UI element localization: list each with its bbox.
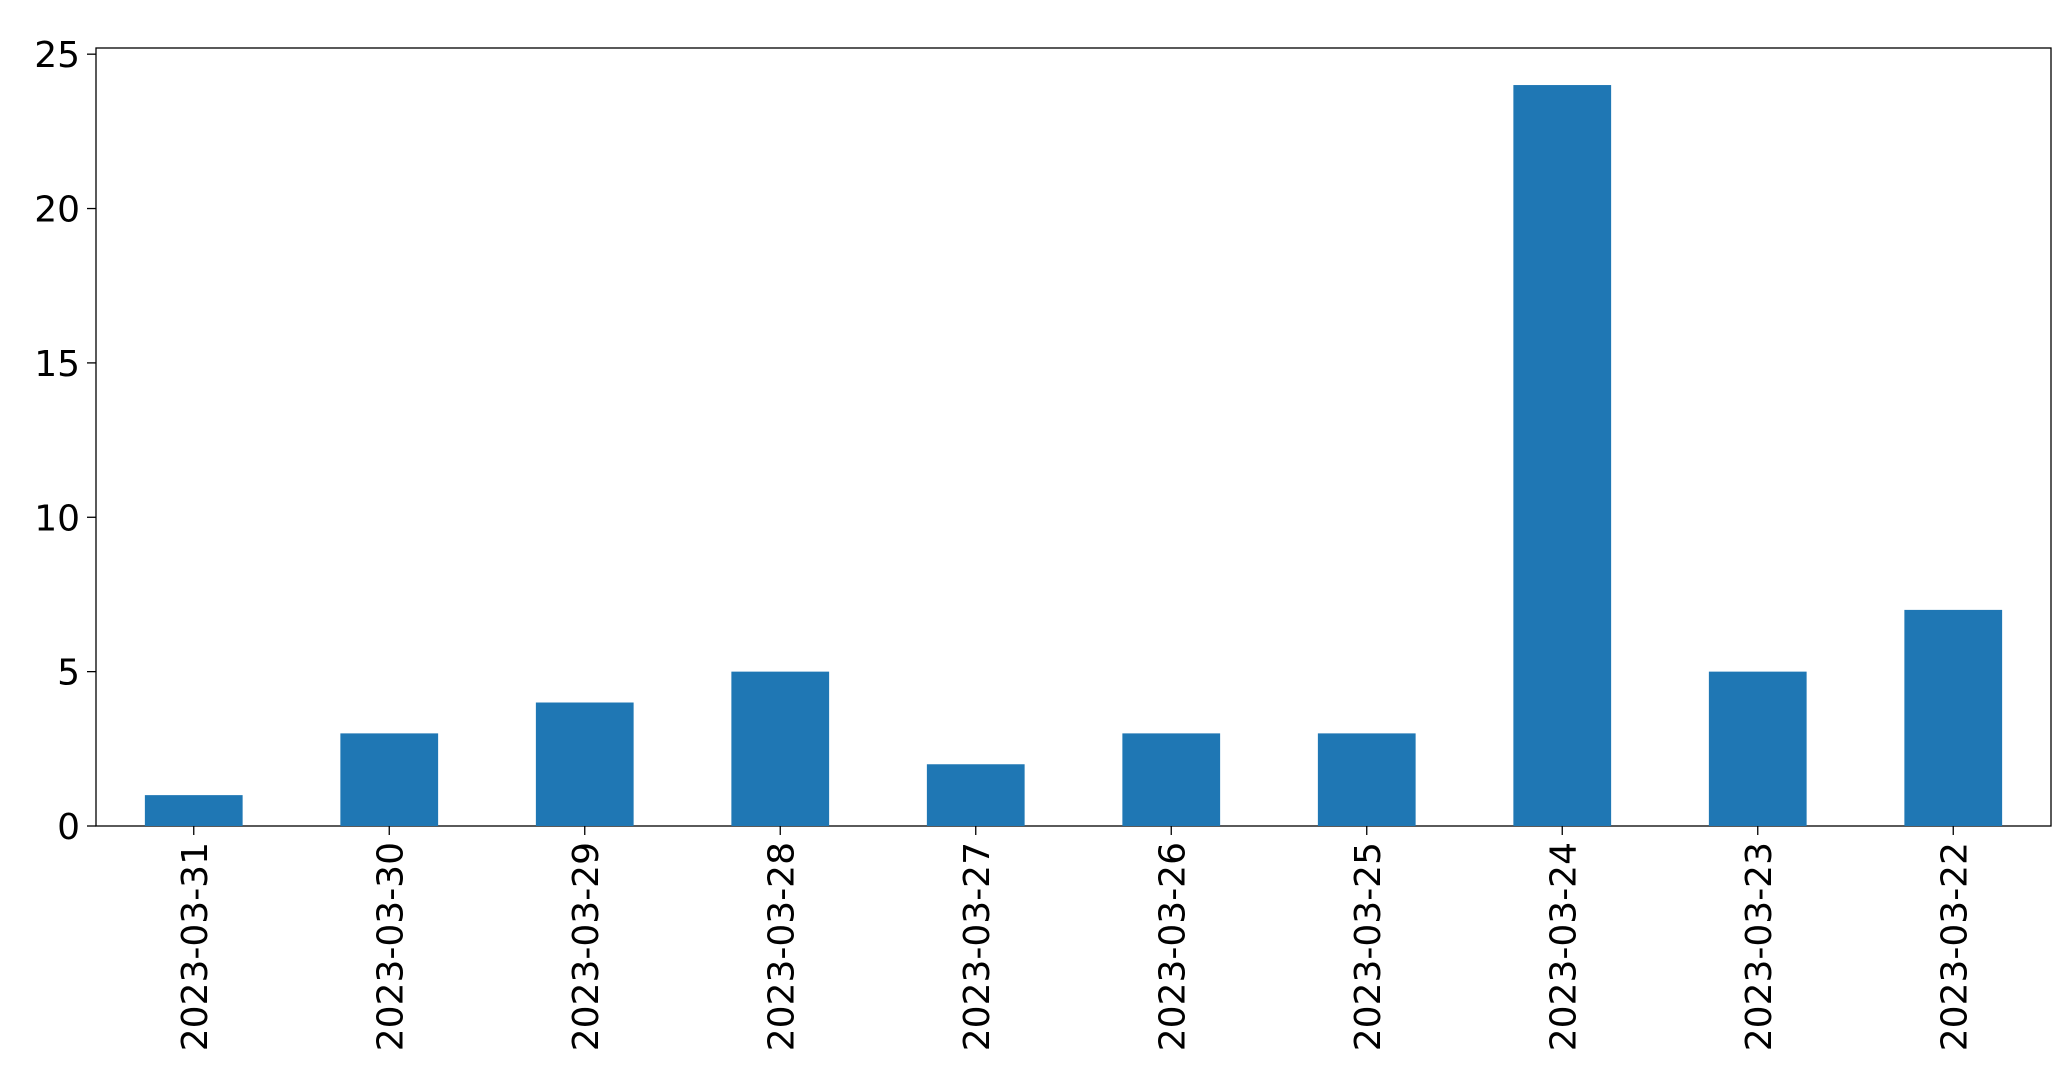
bar bbox=[144, 795, 243, 826]
bar bbox=[1317, 733, 1416, 826]
y-tick-label: 0 bbox=[57, 807, 80, 848]
y-tick-label: 25 bbox=[34, 35, 80, 76]
bar bbox=[926, 764, 1025, 826]
x-tick-label: 2023-03-25 bbox=[1348, 842, 1389, 1051]
y-tick-label: 15 bbox=[34, 344, 80, 385]
x-tick-label: 2023-03-28 bbox=[761, 842, 802, 1051]
x-tick-label: 2023-03-27 bbox=[957, 842, 998, 1051]
bar bbox=[535, 702, 634, 826]
x-tick-label: 2023-03-29 bbox=[566, 842, 607, 1051]
x-tick-label: 2023-03-30 bbox=[370, 842, 411, 1051]
y-tick-label: 5 bbox=[57, 653, 80, 694]
x-tick-label: 2023-03-31 bbox=[175, 842, 216, 1051]
bar bbox=[1708, 671, 1807, 826]
y-tick-label: 20 bbox=[34, 190, 80, 231]
x-tick-label: 2023-03-23 bbox=[1739, 842, 1780, 1051]
bar bbox=[1904, 609, 2003, 826]
y-tick-label: 10 bbox=[34, 498, 80, 539]
x-tick-label: 2023-03-26 bbox=[1152, 842, 1193, 1051]
bar bbox=[340, 733, 439, 826]
x-tick-label: 2023-03-24 bbox=[1543, 842, 1584, 1051]
x-tick-label: 2023-03-22 bbox=[1934, 842, 1975, 1051]
plot-frame bbox=[95, 47, 2052, 827]
bar bbox=[731, 671, 830, 826]
bar bbox=[1513, 85, 1612, 827]
bar bbox=[1122, 733, 1221, 826]
